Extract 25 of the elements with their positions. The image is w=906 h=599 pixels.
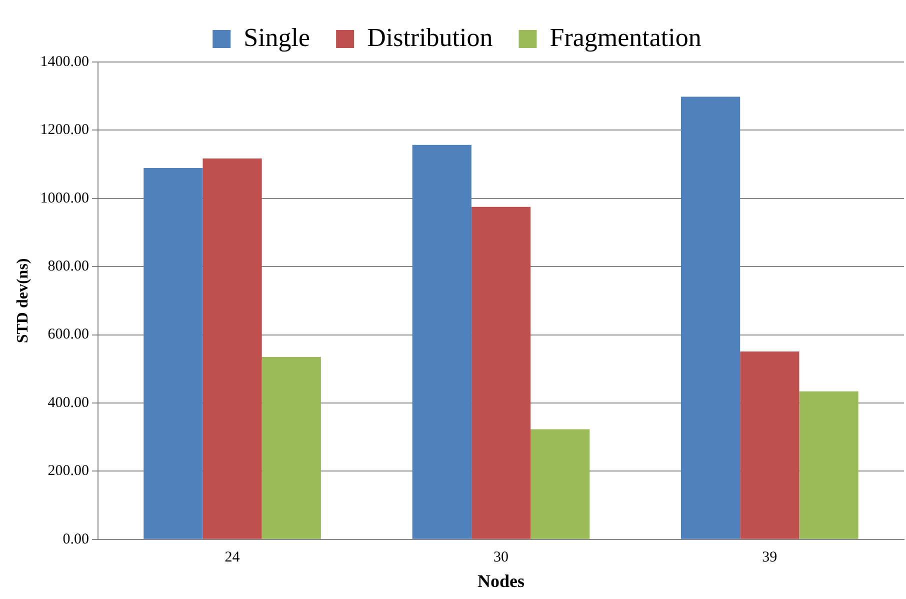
y-tick-label: 0.00 (62, 531, 89, 548)
y-tick-label: 1400.00 (40, 54, 89, 70)
bar (680, 96, 740, 539)
y-tick-label: 600.00 (48, 326, 89, 343)
bar (471, 206, 531, 539)
y-tick-label: 800.00 (48, 258, 89, 275)
bar (262, 356, 321, 539)
bar (202, 158, 262, 539)
x-tick-label: 30 (493, 549, 508, 566)
x-axis-title: Nodes (477, 570, 524, 591)
x-tick-label: 39 (762, 549, 778, 566)
bar (740, 352, 800, 539)
bar (799, 391, 858, 539)
bar (412, 144, 472, 539)
y-axis-title: STD dev(ns) (14, 258, 32, 344)
y-tick-label: 400.00 (48, 394, 89, 411)
x-tick-label: 24 (224, 549, 240, 566)
bar (530, 429, 590, 539)
legend-label: Distribution (367, 22, 493, 52)
legend-label: Single (244, 22, 310, 52)
bar (144, 168, 203, 539)
legend-label: Fragmentation (550, 22, 702, 52)
y-tick-label: 1200.00 (40, 122, 89, 138)
y-tick-label: 200.00 (48, 463, 89, 480)
y-tick-label: 1000.00 (40, 190, 89, 206)
